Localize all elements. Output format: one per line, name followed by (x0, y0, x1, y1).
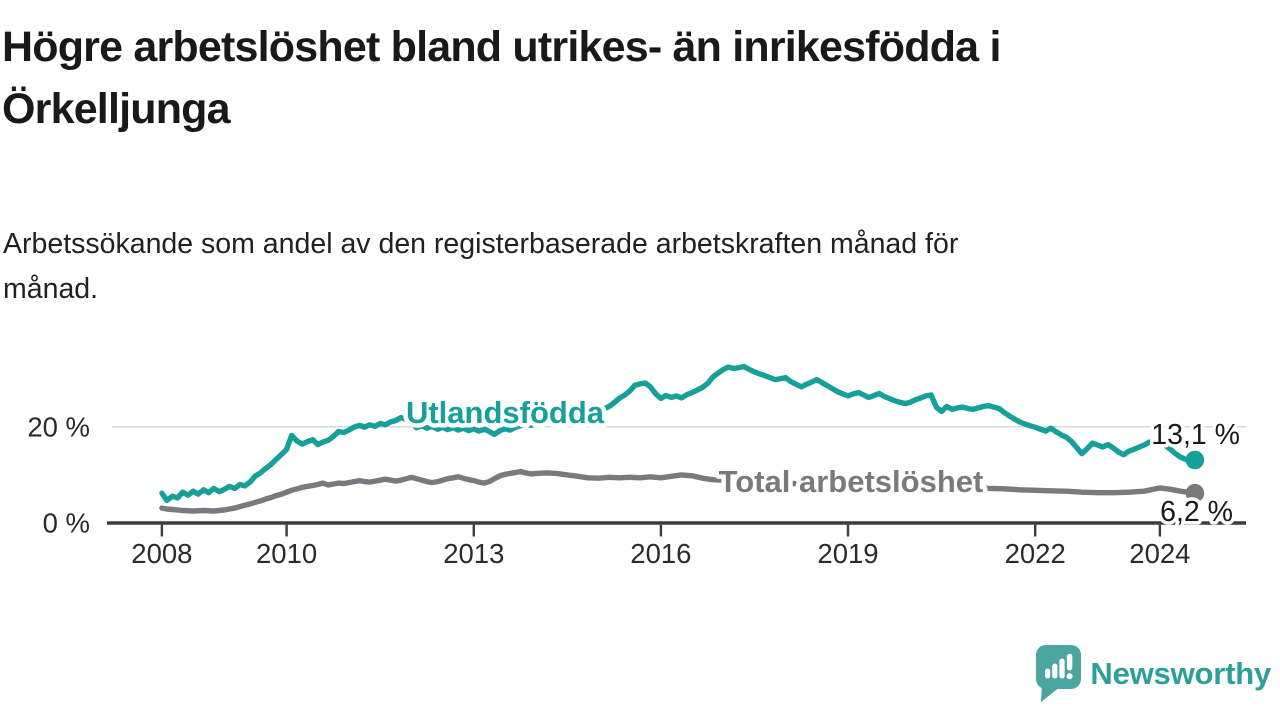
x-tick-label-2019: 2019 (817, 538, 878, 569)
series-end-dot-utlandsfodda (1185, 450, 1205, 470)
x-tick-label-2024: 2024 (1129, 538, 1190, 569)
newsworthy-logo-text: Newsworthy (1090, 656, 1271, 691)
chart-title-line-2: Örkelljunga (2, 85, 231, 133)
x-tick-label-2010: 2010 (256, 538, 317, 569)
newsworthy-logo-icon (1036, 645, 1082, 702)
series-label-total-arbetsloshet: Total arbetslöshet (719, 464, 984, 499)
x-tick-label-2022: 2022 (1005, 538, 1066, 569)
series-end-label-total-arbetsloshet: 6,2 % (1160, 496, 1233, 528)
chart-subtitle: Arbetssökande som andel av den registerb… (3, 222, 1213, 312)
series-end-label-utlandsfodda: 13,1 % (1151, 419, 1240, 451)
x-tick-label-2016: 2016 (630, 538, 691, 569)
x-tick-label-2008: 2008 (131, 538, 192, 569)
chart-title: Högre arbetslöshet bland utrikes- än inr… (2, 16, 1264, 140)
x-tick-label-2013: 2013 (443, 538, 504, 569)
series-line-utlandsfodda (159, 363, 1198, 504)
y-tick-label-20: 20 % (27, 411, 90, 442)
newsworthy-logo: Newsworthy (1035, 645, 1271, 703)
chart-title-line-1: Högre arbetslöshet bland utrikes- än inr… (2, 23, 1001, 71)
series-line-total-arbetsloshet (159, 468, 1198, 514)
series-label-utlandsfodda: Utlandsfödda (406, 395, 605, 430)
chart-subtitle-line-2: månad. (3, 273, 99, 305)
series-end-dot-total-arbetsloshet (1185, 483, 1205, 503)
chart-subtitle-line-1: Arbetssökande som andel av den registerb… (3, 228, 959, 260)
y-tick-label-0: 0 % (43, 508, 90, 539)
